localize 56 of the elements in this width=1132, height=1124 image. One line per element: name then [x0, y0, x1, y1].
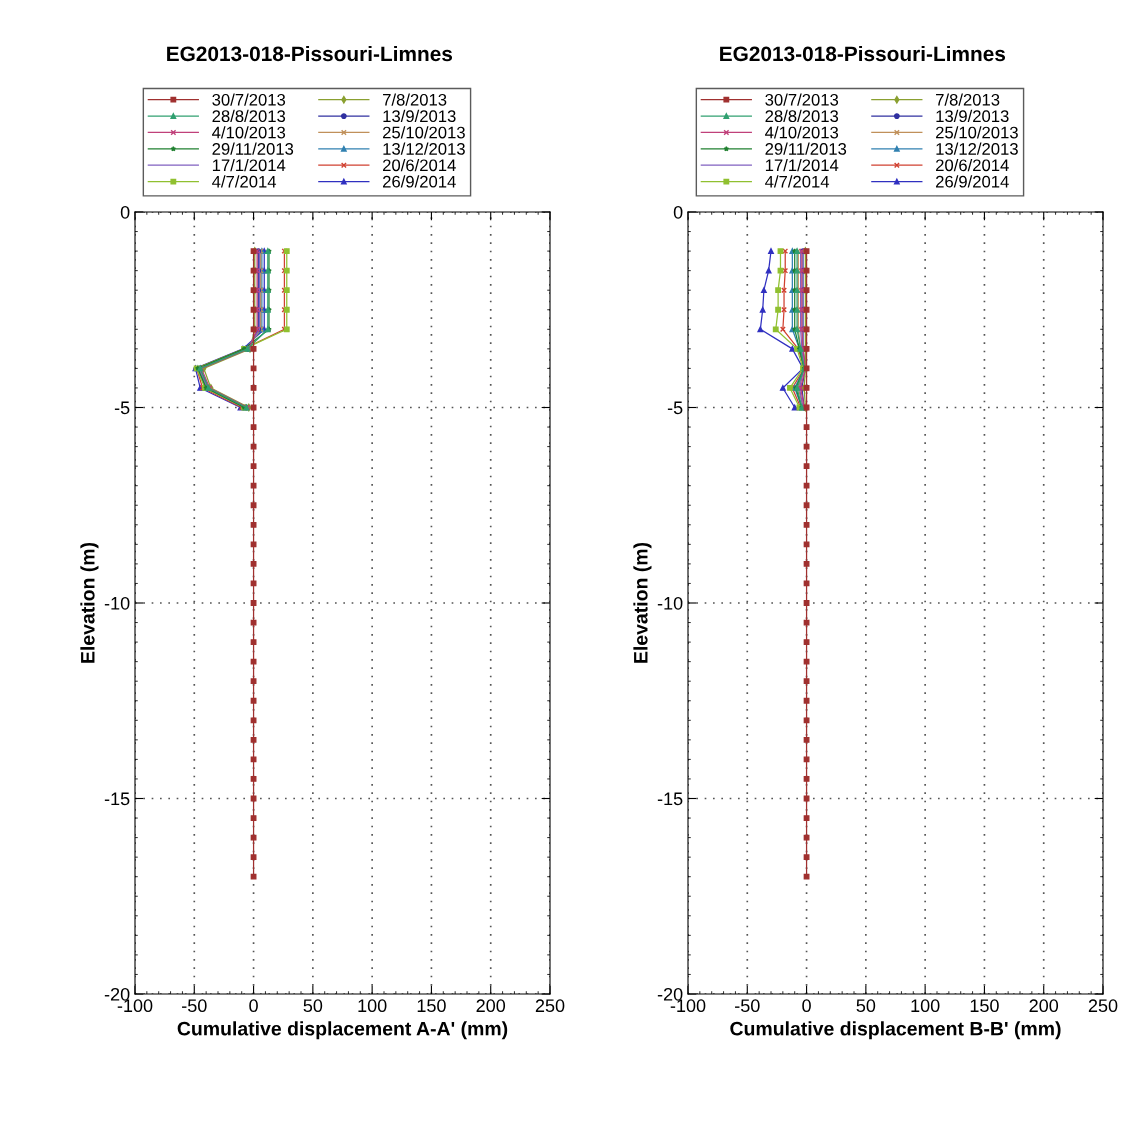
x-tick-label: -50: [735, 999, 760, 1013]
x-tick-label: 0: [249, 999, 258, 1013]
y-tick-label: -15: [104, 792, 130, 806]
x-axis-title: Cumulative displacement A-A' (mm): [177, 1021, 508, 1040]
x-tick-label: -50: [182, 999, 207, 1013]
x-tick-label: 200: [476, 999, 506, 1013]
x-tick-label: 100: [911, 999, 940, 1013]
x-tick-label: 50: [303, 999, 323, 1013]
x-tick-label: 250: [535, 999, 565, 1013]
x-tick-label: 50: [856, 999, 876, 1013]
y-axis-title: Elevation (m): [80, 542, 99, 663]
chart-title: EG2013-018-Pissouri-Limnes: [167, 45, 453, 62]
legend-label: 7/8/2013: [383, 93, 447, 106]
y-tick-label: -15: [657, 792, 683, 806]
x-tick-label: 0: [802, 999, 811, 1013]
legend-label: 28/8/2013: [212, 109, 286, 123]
legend-label: 28/8/2013: [765, 109, 839, 123]
legend-label: 4/10/2013: [212, 126, 286, 139]
y-tick-label: -20: [657, 987, 683, 1001]
x-tick-label: -100: [117, 999, 153, 1013]
y-tick-label: -20: [104, 987, 130, 1001]
legend-label: 4/10/2013: [765, 126, 839, 139]
chart-title: EG2013-018-Pissouri-Limnes: [720, 45, 1006, 62]
x-tick-label: 150: [970, 999, 999, 1013]
y-tick-label: 0: [120, 205, 130, 219]
legend-label: 7/8/2013: [936, 93, 1000, 106]
legend-label: 17/1/2014: [765, 158, 839, 172]
legend-label: 25/10/2013: [936, 126, 1018, 139]
y-tick-label: -10: [104, 596, 130, 610]
legend-label: 20/6/2014: [936, 158, 1009, 172]
y-tick-label: -5: [114, 401, 130, 415]
legend-label: 25/10/2013: [383, 126, 465, 139]
legend-label: 26/9/2014: [936, 175, 1009, 188]
legend-label: 13/12/2013: [383, 142, 465, 155]
legend-label: 30/7/2013: [765, 93, 839, 106]
legend-label: 17/1/2014: [212, 158, 286, 172]
legend-label: 13/12/2013: [936, 142, 1018, 155]
legend-label: 20/6/2014: [383, 158, 456, 172]
legend-label: 29/11/2013: [765, 142, 847, 155]
legend-label: 13/9/2013: [383, 109, 456, 123]
x-tick-label: 100: [358, 999, 387, 1013]
x-tick-label: 250: [1088, 999, 1118, 1013]
x-axis-title: Cumulative displacement B-B' (mm): [730, 1021, 1061, 1040]
y-tick-label: -10: [657, 596, 683, 610]
x-tick-label: 200: [1029, 999, 1059, 1013]
y-tick-label: 0: [673, 205, 683, 219]
y-tick-label: -5: [667, 401, 683, 415]
legend-label: 26/9/2014: [383, 175, 456, 188]
x-tick-label: 150: [417, 999, 446, 1013]
legend-label: 4/7/2014: [765, 175, 830, 188]
y-axis-title: Elevation (m): [633, 542, 652, 663]
legend-label: 30/7/2013: [212, 93, 286, 106]
legend-label: 29/11/2013: [212, 142, 294, 155]
legend-label: 4/7/2014: [212, 175, 277, 188]
x-tick-label: -100: [670, 999, 706, 1013]
legend-label: 13/9/2013: [936, 109, 1009, 123]
